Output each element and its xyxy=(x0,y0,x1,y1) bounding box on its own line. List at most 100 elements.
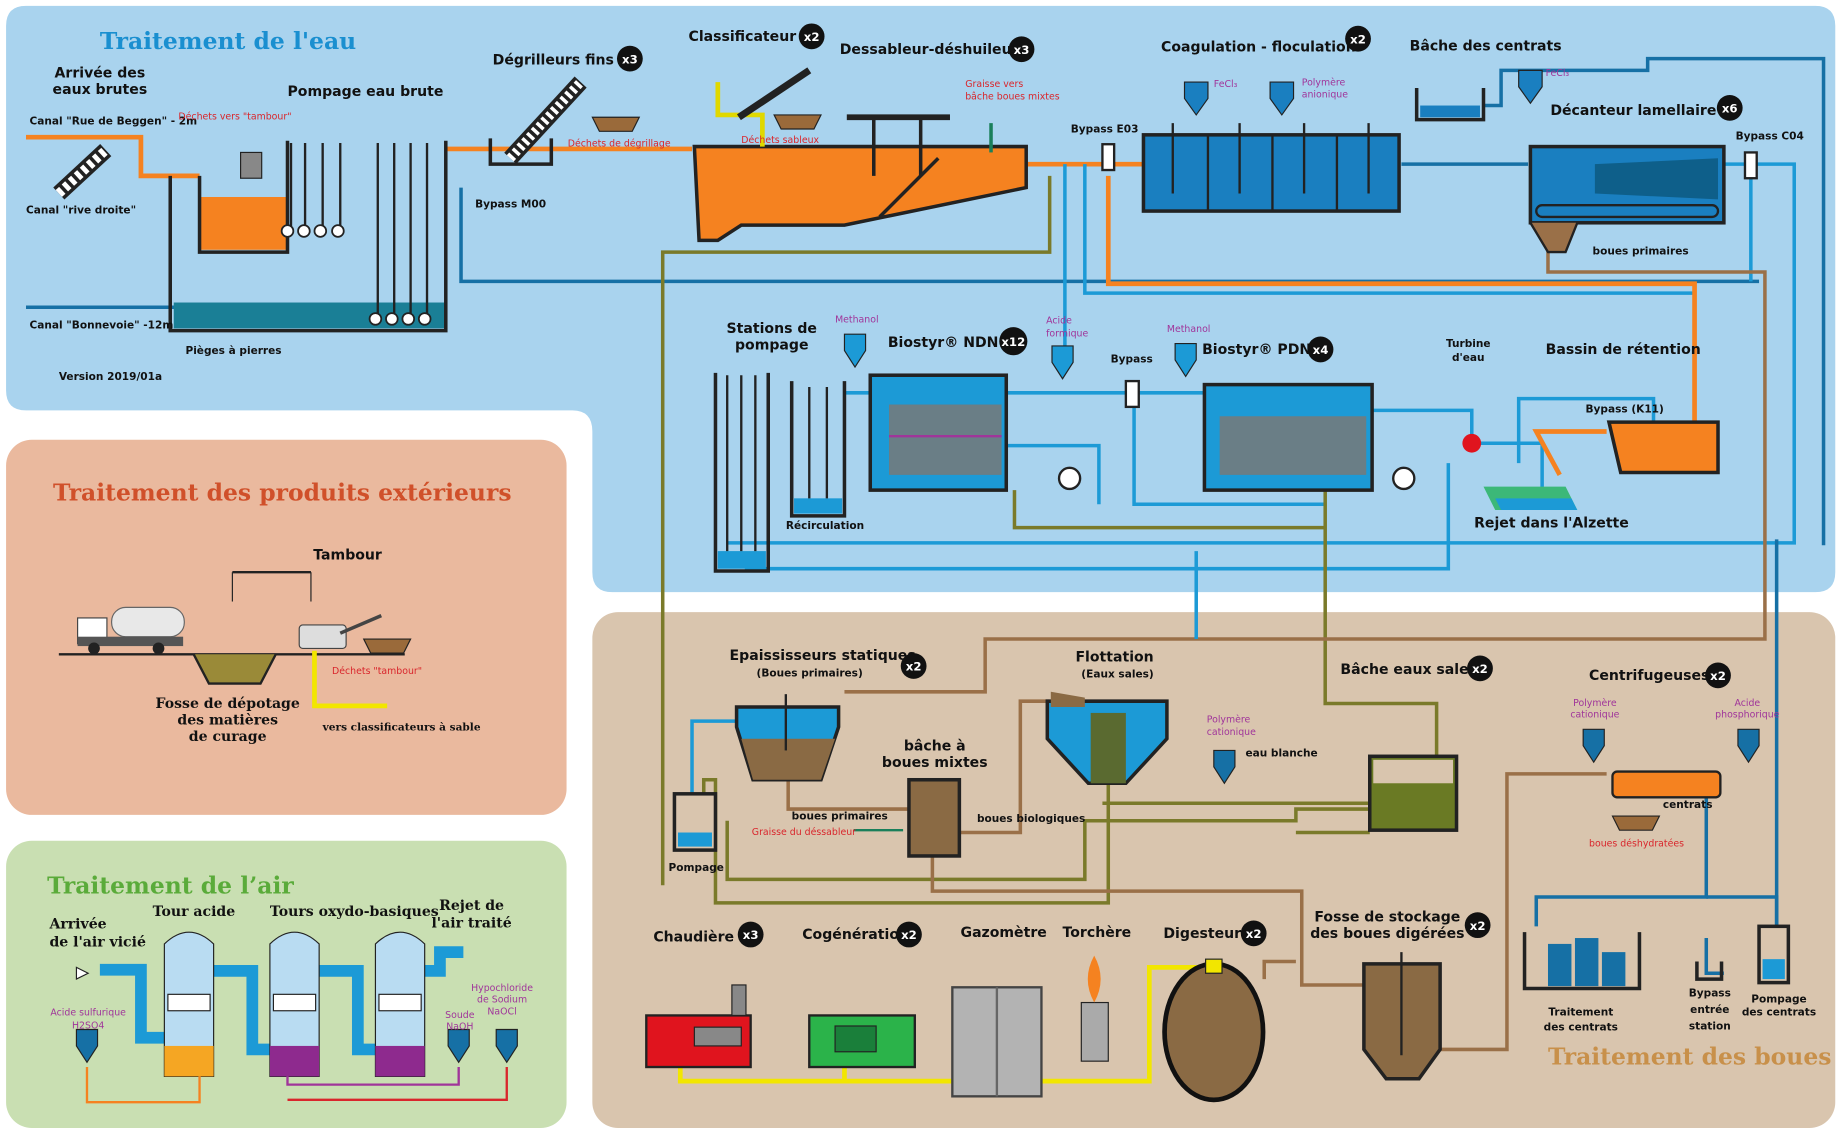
badge-label: x2 xyxy=(804,30,820,44)
label: (Boues primaires) xyxy=(757,668,863,680)
label: boues biologiques xyxy=(977,813,1085,825)
label: vers classificateurs à sable xyxy=(322,722,481,734)
air-equipment-rect xyxy=(273,994,315,1010)
label: Canal "Rue de Beggen" - 2m xyxy=(30,115,198,127)
exterior-equipment-path xyxy=(194,654,276,683)
label: Bypass E03 xyxy=(1071,123,1139,135)
label: Tour acide xyxy=(153,904,236,920)
raw-pumping-tank-g-circle xyxy=(370,313,382,325)
label: cationique xyxy=(1570,710,1619,721)
badge-label: x4 xyxy=(1313,343,1329,357)
label: Traitement xyxy=(1548,1006,1613,1018)
label: Traitement des boues xyxy=(1548,1043,1831,1071)
label: Traitement de l'eau xyxy=(100,27,356,55)
sludge-equipment-rect xyxy=(835,1026,876,1052)
label: des boues digérées xyxy=(1310,926,1464,942)
air-equipment-rect xyxy=(375,1046,424,1076)
label: Dessableur-déshuileur xyxy=(840,42,1019,58)
label: anionique xyxy=(1302,89,1348,100)
label: Déchets sableux xyxy=(741,135,819,146)
label: centrats xyxy=(1663,799,1713,811)
badge-label: x6 xyxy=(1717,95,1743,121)
badge-label: x2 xyxy=(1705,662,1731,688)
label: cationique xyxy=(1207,727,1256,738)
label: bâche boues mixtes xyxy=(965,92,1060,103)
label: Déchets vers "tambour" xyxy=(178,112,291,123)
badge-label: x2 xyxy=(906,660,922,674)
air-equipment-rect xyxy=(164,1046,213,1076)
body: Traitement de l'eau Arrivée deseaux brut… xyxy=(0,0,1839,1128)
sludge-equipment-path xyxy=(741,739,835,780)
badge-label: x2 xyxy=(1350,32,1366,46)
label: Hypochloride xyxy=(471,983,533,994)
label: Canal "Bonnevoie" -12m xyxy=(30,319,174,331)
label: Classificateur xyxy=(689,29,797,45)
biology-rect xyxy=(718,551,766,569)
page: Station d'épuration { "water": { "title"… xyxy=(0,0,1839,1128)
label: Déchets "tambour" xyxy=(332,666,422,677)
sludge-equipment-rect xyxy=(1548,944,1571,986)
label: Digesteur xyxy=(1163,926,1241,942)
biology-path xyxy=(1495,498,1577,510)
biology-path xyxy=(1609,422,1718,472)
label: Bypass xyxy=(1111,353,1153,365)
exterior-equipment-rect xyxy=(112,607,185,636)
badge-label: x12 xyxy=(1001,335,1025,349)
label: Chaudière xyxy=(653,930,734,946)
label: Pompage xyxy=(669,862,724,874)
raw-pumping-tank-g-circle xyxy=(386,313,398,325)
label: l'air traité xyxy=(431,915,511,931)
label: Version 2019/01a xyxy=(59,371,162,383)
exterior-equipment-circle xyxy=(88,643,100,655)
sludge-equipment-rect xyxy=(1081,1003,1108,1062)
badge-label: x2 xyxy=(1465,912,1491,938)
label: Pompage xyxy=(1751,994,1806,1006)
label: eau blanche xyxy=(1245,747,1317,759)
label: FeCl₃ xyxy=(1546,68,1570,79)
label: station xyxy=(1689,1021,1731,1033)
label: de Sodium xyxy=(477,995,527,1006)
biology-circle xyxy=(1462,434,1481,453)
badge-label: x2 xyxy=(896,922,922,948)
sludge-equipment-rect xyxy=(1575,938,1598,986)
label: Acide sulfurique xyxy=(50,1007,126,1018)
label: Rejet dans l'Alzette xyxy=(1474,516,1629,532)
label: Déchets de dégrillage xyxy=(568,139,671,150)
label: Pièges à pierres xyxy=(185,345,281,357)
badge-label: x2 xyxy=(901,928,917,942)
raw-pumping-tank-rect xyxy=(200,197,288,250)
sludge-equipment-rect xyxy=(732,985,746,1015)
label: eaux brutes xyxy=(53,82,148,98)
exterior-equipment-rect xyxy=(299,625,346,648)
label: Graisse du déssableur xyxy=(752,827,856,838)
process-diagram: Traitement de l'eau Arrivée deseaux brut… xyxy=(0,0,1839,1128)
label: des centrats xyxy=(1742,1006,1816,1018)
label: NaOCl xyxy=(487,1006,516,1017)
label: boues primaires xyxy=(792,811,888,823)
sludge-equipment-ellipse xyxy=(1165,964,1263,1100)
sludge-equipment-rect xyxy=(1373,760,1453,783)
exterior-equipment-path xyxy=(364,639,411,653)
label: Pompage eau brute xyxy=(287,84,443,100)
badge-label: x3 xyxy=(622,52,638,66)
label: Flottation xyxy=(1075,649,1153,665)
sludge-equipment-rect xyxy=(909,780,959,856)
coagulation-tank-rect xyxy=(1102,144,1114,170)
label: boues déshydratées xyxy=(1589,839,1684,850)
sludge-equipment-rect xyxy=(1602,952,1625,986)
sludge-equipment-rect xyxy=(1091,713,1126,783)
label: Methanol xyxy=(1167,324,1211,335)
label: Biostyr® NDN xyxy=(888,335,999,351)
biology-circle xyxy=(1393,468,1414,489)
sludge-equipment-rect xyxy=(1763,959,1785,979)
badge-label: x12 xyxy=(999,327,1027,355)
label: formique xyxy=(1046,329,1088,340)
raw-pumping-tank-g-circle xyxy=(314,225,326,237)
label: FeCl₃ xyxy=(1214,79,1238,90)
badge-label: x3 xyxy=(1009,36,1035,62)
label: Centrifugeuses xyxy=(1589,668,1709,684)
